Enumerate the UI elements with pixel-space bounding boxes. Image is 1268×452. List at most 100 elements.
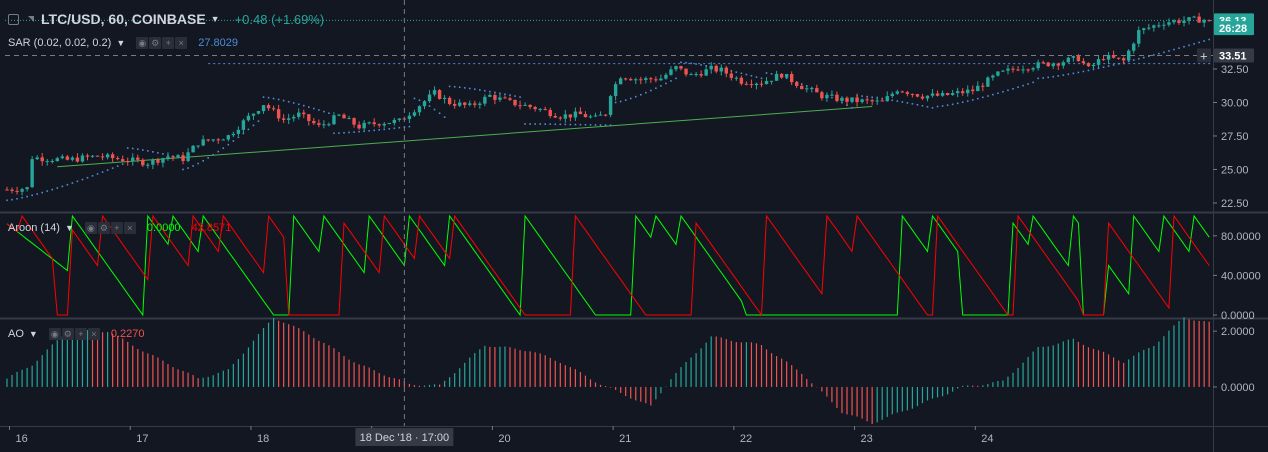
candle[interactable] [1071,56,1076,58]
candle[interactable] [644,78,648,80]
candle[interactable] [417,106,422,113]
candle[interactable] [709,65,713,70]
candle[interactable] [236,129,241,134]
candle[interactable] [900,91,905,93]
candle[interactable] [961,91,965,94]
candle[interactable] [1177,20,1181,23]
candle[interactable] [759,83,764,85]
candle[interactable] [553,116,557,118]
candle[interactable] [865,99,869,101]
candle[interactable] [75,157,80,162]
candle[interactable] [176,155,180,158]
candle[interactable] [669,69,673,75]
close-icon[interactable]: × [87,328,100,340]
symbol-title[interactable]: LTC/USD, 60, COINBASE [41,11,206,27]
candle[interactable] [805,88,809,90]
candle[interactable] [845,97,849,102]
candle[interactable] [241,120,246,130]
candle[interactable] [498,97,502,100]
candle[interactable] [1066,57,1071,63]
candle[interactable] [281,118,286,120]
candle[interactable] [146,164,150,166]
candle[interactable] [971,89,975,92]
candle[interactable] [789,74,794,83]
candle[interactable] [458,102,462,106]
candle[interactable] [774,73,779,81]
candle[interactable] [764,81,769,85]
candle[interactable] [1126,50,1131,61]
candle[interactable] [629,79,633,81]
candle[interactable] [337,114,341,116]
candle[interactable] [50,161,54,163]
candle[interactable] [955,91,960,94]
candle[interactable] [276,109,281,119]
candle[interactable] [945,93,950,95]
candle[interactable] [141,159,145,166]
candle[interactable] [186,152,190,162]
candle[interactable] [156,159,160,163]
candle[interactable] [201,139,205,146]
candle[interactable] [483,96,487,104]
candle[interactable] [618,78,623,85]
candle[interactable] [317,123,321,125]
candle[interactable] [397,118,402,120]
candle[interactable] [749,84,754,86]
candle[interactable] [920,96,925,99]
candle[interactable] [452,103,457,106]
candle[interactable] [221,139,225,141]
candle[interactable] [357,124,361,129]
candle[interactable] [588,116,593,118]
plus-icon[interactable]: + [110,222,123,234]
candle[interactable] [613,84,618,97]
candle[interactable] [639,79,643,81]
candle[interactable] [1046,62,1050,67]
close-icon[interactable]: × [123,222,136,234]
candle[interactable] [981,85,985,87]
candle[interactable] [779,73,784,78]
candle[interactable] [216,139,220,141]
candle[interactable] [769,80,774,82]
candle[interactable] [292,116,296,119]
gear-icon[interactable]: ⚙ [97,222,110,234]
candle[interactable] [1162,24,1166,26]
candle[interactable] [1016,69,1020,71]
chevron-down-icon[interactable]: ▼ [64,223,74,233]
candle[interactable] [65,156,70,160]
candle[interactable] [729,73,734,78]
candle[interactable] [1111,55,1116,58]
candle[interactable] [302,112,306,115]
candle[interactable] [583,114,588,118]
candle[interactable] [5,189,9,191]
candle[interactable] [251,113,256,116]
eye-icon[interactable]: ◉ [136,37,149,49]
candle[interactable] [412,112,417,116]
aroon-pane[interactable] [6,214,1210,317]
eye-icon[interactable]: ◉ [84,222,97,234]
candle[interactable] [347,118,351,120]
candle[interactable] [1101,59,1106,61]
candle[interactable] [40,157,44,162]
candle[interactable] [1142,28,1146,31]
candle[interactable] [890,93,894,97]
candle[interactable] [930,93,935,96]
candle[interactable] [744,83,749,85]
candle[interactable] [1011,68,1015,70]
candle[interactable] [634,79,638,81]
candle[interactable] [654,79,658,81]
candle[interactable] [352,118,356,125]
candle[interactable] [367,122,371,124]
candle[interactable] [1036,62,1040,69]
candle[interactable] [60,156,65,159]
candle[interactable] [442,97,447,99]
candle[interactable] [719,67,723,72]
candle[interactable] [45,161,49,163]
candle[interactable] [1081,61,1086,64]
candle[interactable] [110,154,115,159]
candle[interactable] [1021,69,1025,71]
candle[interactable] [714,65,718,72]
candle[interactable] [649,78,653,80]
candle[interactable] [80,155,85,162]
candle[interactable] [825,95,829,99]
candle[interactable] [860,99,864,103]
